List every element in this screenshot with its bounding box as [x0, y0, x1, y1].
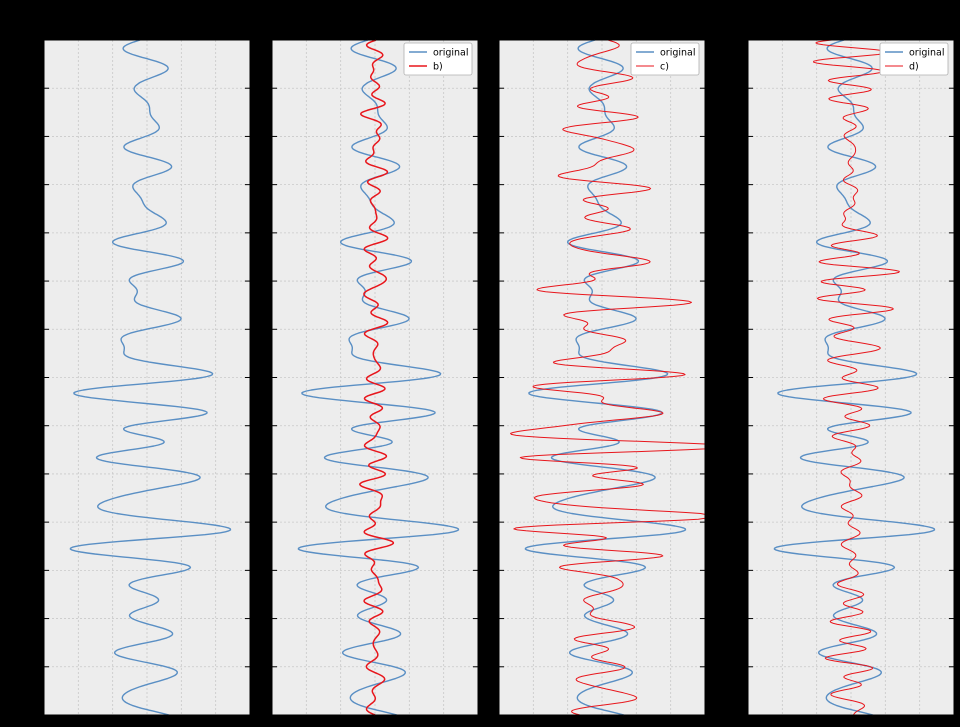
legend-label: original	[433, 48, 469, 59]
chart-panel-b: original b)	[271, 39, 479, 716]
chart-panel-d: original d)	[747, 39, 955, 716]
legend: original b)	[403, 42, 473, 76]
legend-box	[879, 42, 949, 76]
grid-lines	[499, 40, 705, 715]
legend: original d)	[879, 42, 949, 76]
legend-label: d)	[909, 62, 919, 73]
panels-group: original b) original c) original d)	[43, 39, 955, 716]
series-line-filtered	[359, 39, 395, 716]
grid-lines	[748, 40, 954, 715]
legend-box	[630, 42, 700, 76]
legend-label: original	[660, 48, 696, 59]
legend-label: b)	[433, 62, 443, 73]
chart-panel-c: original c)	[498, 39, 706, 716]
legend-box	[403, 42, 473, 76]
series-line-original	[297, 39, 460, 716]
legend-label: c)	[660, 62, 669, 73]
series-line-original	[69, 39, 232, 716]
series-line-filtered	[510, 39, 706, 716]
grid-lines	[44, 40, 250, 715]
grid-lines	[272, 40, 478, 715]
legend-label: original	[909, 48, 945, 59]
chart-panel-a	[43, 39, 251, 716]
legend: original c)	[630, 42, 700, 76]
series-line-original	[773, 39, 936, 716]
series-line-filtered	[813, 39, 900, 716]
